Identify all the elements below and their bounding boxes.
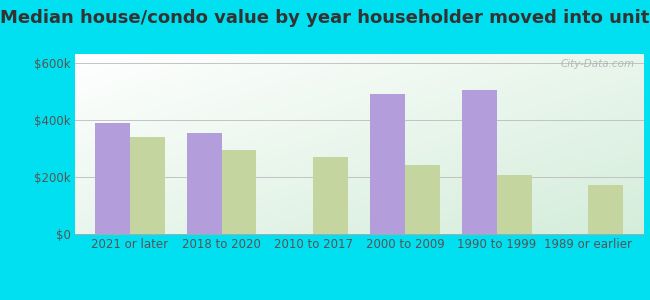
Bar <box>405 165 440 234</box>
Bar <box>370 94 405 234</box>
Bar <box>588 185 623 234</box>
Bar <box>187 133 222 234</box>
Bar <box>222 150 256 234</box>
Bar <box>313 158 348 234</box>
Bar <box>497 176 532 234</box>
Bar <box>130 137 164 234</box>
Text: Median house/condo value by year householder moved into unit: Median house/condo value by year househo… <box>0 9 650 27</box>
Text: City-Data.com: City-Data.com <box>561 59 635 69</box>
Bar <box>462 90 497 234</box>
Bar <box>95 123 130 234</box>
